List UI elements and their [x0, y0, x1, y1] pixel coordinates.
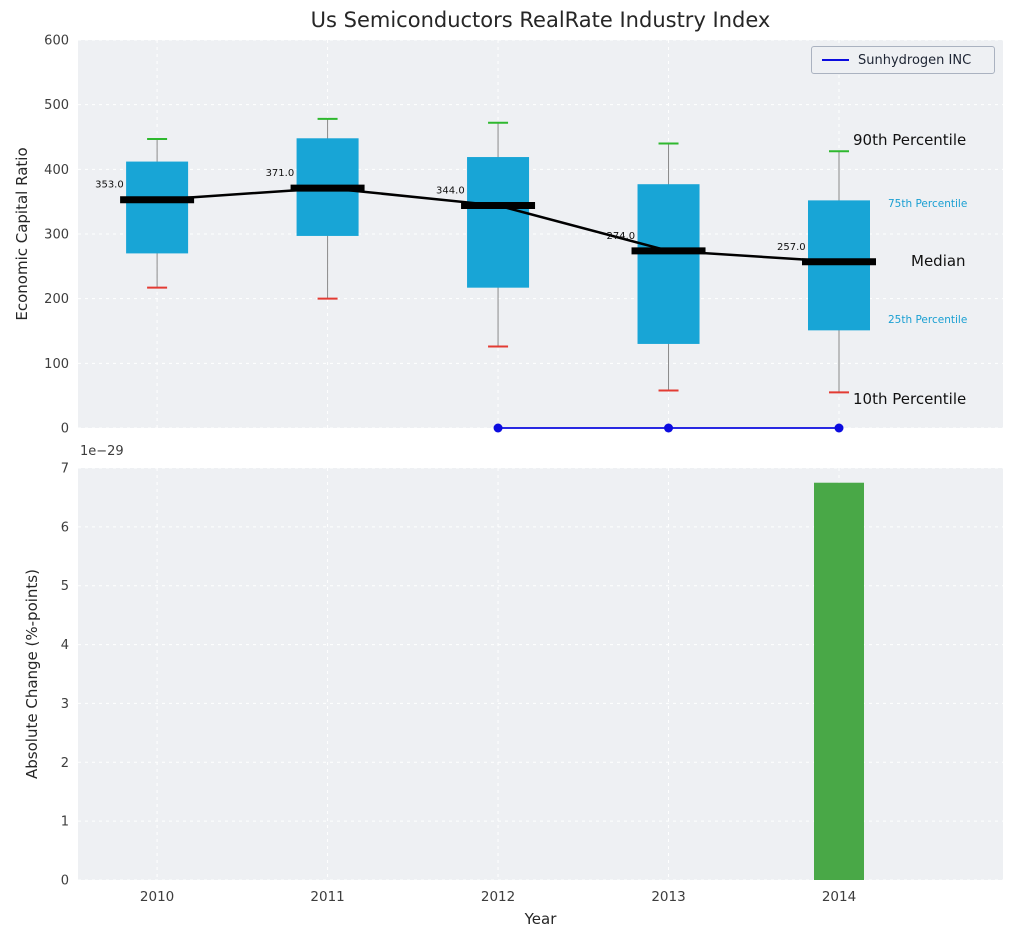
y-tick-label: 400: [44, 163, 69, 178]
bottom-panel: 0 1 2 3 4 5 6 7 2010 2011 2012 2013 2014: [61, 462, 1003, 905]
y-axis-offset-text: 1e−29: [80, 444, 124, 459]
x-tick-label: 2010: [140, 889, 174, 905]
y-tick-label: 500: [44, 98, 69, 113]
x-axis-label: Year: [524, 910, 557, 928]
top-panel: 0 100 200 300 400 500 600 353.0 371.0 344.0 274.0 2…: [44, 34, 1003, 437]
median-value-label: 274.0: [607, 231, 636, 242]
y-tick-label: 4: [61, 638, 69, 653]
y-tick-label: 3: [61, 697, 69, 712]
iqr-box-2010: [126, 161, 189, 254]
sunhydrogen-point: [834, 423, 844, 433]
legend: Sunhydrogen INC: [811, 46, 995, 74]
y-tick-label: 0: [61, 874, 69, 889]
sunhydrogen-point: [664, 423, 674, 433]
annotation-10th-percentile: 10th Percentile: [853, 390, 967, 408]
median-value-label: 344.0: [436, 186, 465, 197]
y-axis-label-bottom: Absolute Change (%-points): [23, 569, 41, 779]
iqr-box-2012: [467, 157, 530, 288]
y-tick-label: 0: [61, 422, 69, 437]
chart-title: Us Semiconductors RealRate Industry Inde…: [310, 8, 771, 32]
y-tick-label: 600: [44, 34, 69, 49]
y-tick-label: 2: [61, 756, 69, 771]
median-value-label: 353.0: [95, 180, 124, 191]
y-tick-label: 7: [61, 462, 69, 477]
x-tick-label: 2011: [310, 889, 344, 905]
legend-line-sample: [822, 59, 849, 61]
y-tick-label: 6: [61, 520, 69, 535]
annotation-75th-percentile: 75th Percentile: [888, 198, 968, 210]
median-value-label: 257.0: [777, 242, 806, 253]
iqr-box-2014: [808, 200, 871, 331]
y-axis-label-top: Economic Capital Ratio: [13, 147, 31, 321]
annotation-25th-percentile: 25th Percentile: [888, 314, 968, 326]
annotation-median: Median: [911, 252, 966, 270]
x-tick-label: 2013: [651, 889, 685, 905]
y-tick-label: 100: [44, 357, 69, 372]
median-value-label: 371.0: [266, 168, 295, 179]
y-tick-label: 200: [44, 292, 69, 307]
x-tick-label: 2014: [822, 889, 856, 905]
y-tick-label: 5: [61, 579, 69, 594]
bar-2014: [814, 482, 865, 880]
bottom-panel-background: [78, 468, 1003, 880]
annotation-90th-percentile: 90th Percentile: [853, 131, 967, 149]
legend-label: Sunhydrogen INC: [858, 52, 972, 68]
sunhydrogen-point: [493, 423, 503, 433]
iqr-box-2013: [637, 184, 700, 344]
y-tick-label: 1: [61, 815, 69, 830]
y-tick-label: 300: [44, 228, 69, 243]
x-tick-label: 2012: [481, 889, 515, 905]
